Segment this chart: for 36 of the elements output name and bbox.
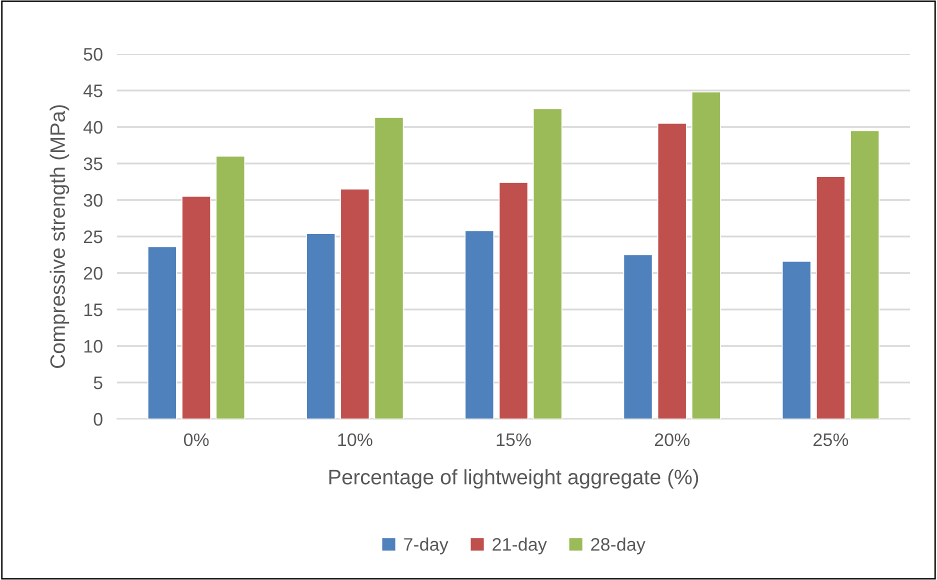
bar [657,122,687,419]
bar [464,230,494,419]
bar [850,130,880,419]
x-tick-label: 10% [338,433,372,446]
bar [532,108,562,419]
x-tick-label: 25% [814,433,848,446]
bar [306,233,336,419]
x-axis-title: Percentage of lightweight aggregate (%) [329,469,698,489]
y-axis-title: Compressive strength (MPa) [50,105,70,368]
bar [816,176,846,419]
y-tick-label: 30 [84,194,102,207]
y-tick-label: 5 [94,376,102,390]
bar [623,254,653,419]
y-tick-label: 0 [94,412,102,426]
legend-label: 21-day [492,538,547,554]
y-tick-label: 35 [84,157,102,170]
y-tick-label: 25 [84,230,102,244]
bar [340,188,370,419]
y-tick-label: 15 [84,304,102,316]
bar [148,246,177,419]
bar [182,196,211,419]
x-tick-label: 20% [654,433,690,446]
x-tick-label: 0% [184,433,209,446]
y-tick-label: 50 [84,48,102,61]
legend-label: 7-day [404,538,448,554]
bar [782,260,812,419]
y-tick-label: 20 [84,266,102,280]
bar [692,92,721,419]
x-tick-label: 15% [496,433,531,446]
bar [498,182,528,419]
bar [216,156,246,419]
bar [374,117,404,419]
legend-label: 28-day [591,538,646,554]
y-tick-label: 40 [83,120,102,134]
y-tick-label: 45 [83,84,102,98]
y-tick-label: 10 [84,340,102,353]
